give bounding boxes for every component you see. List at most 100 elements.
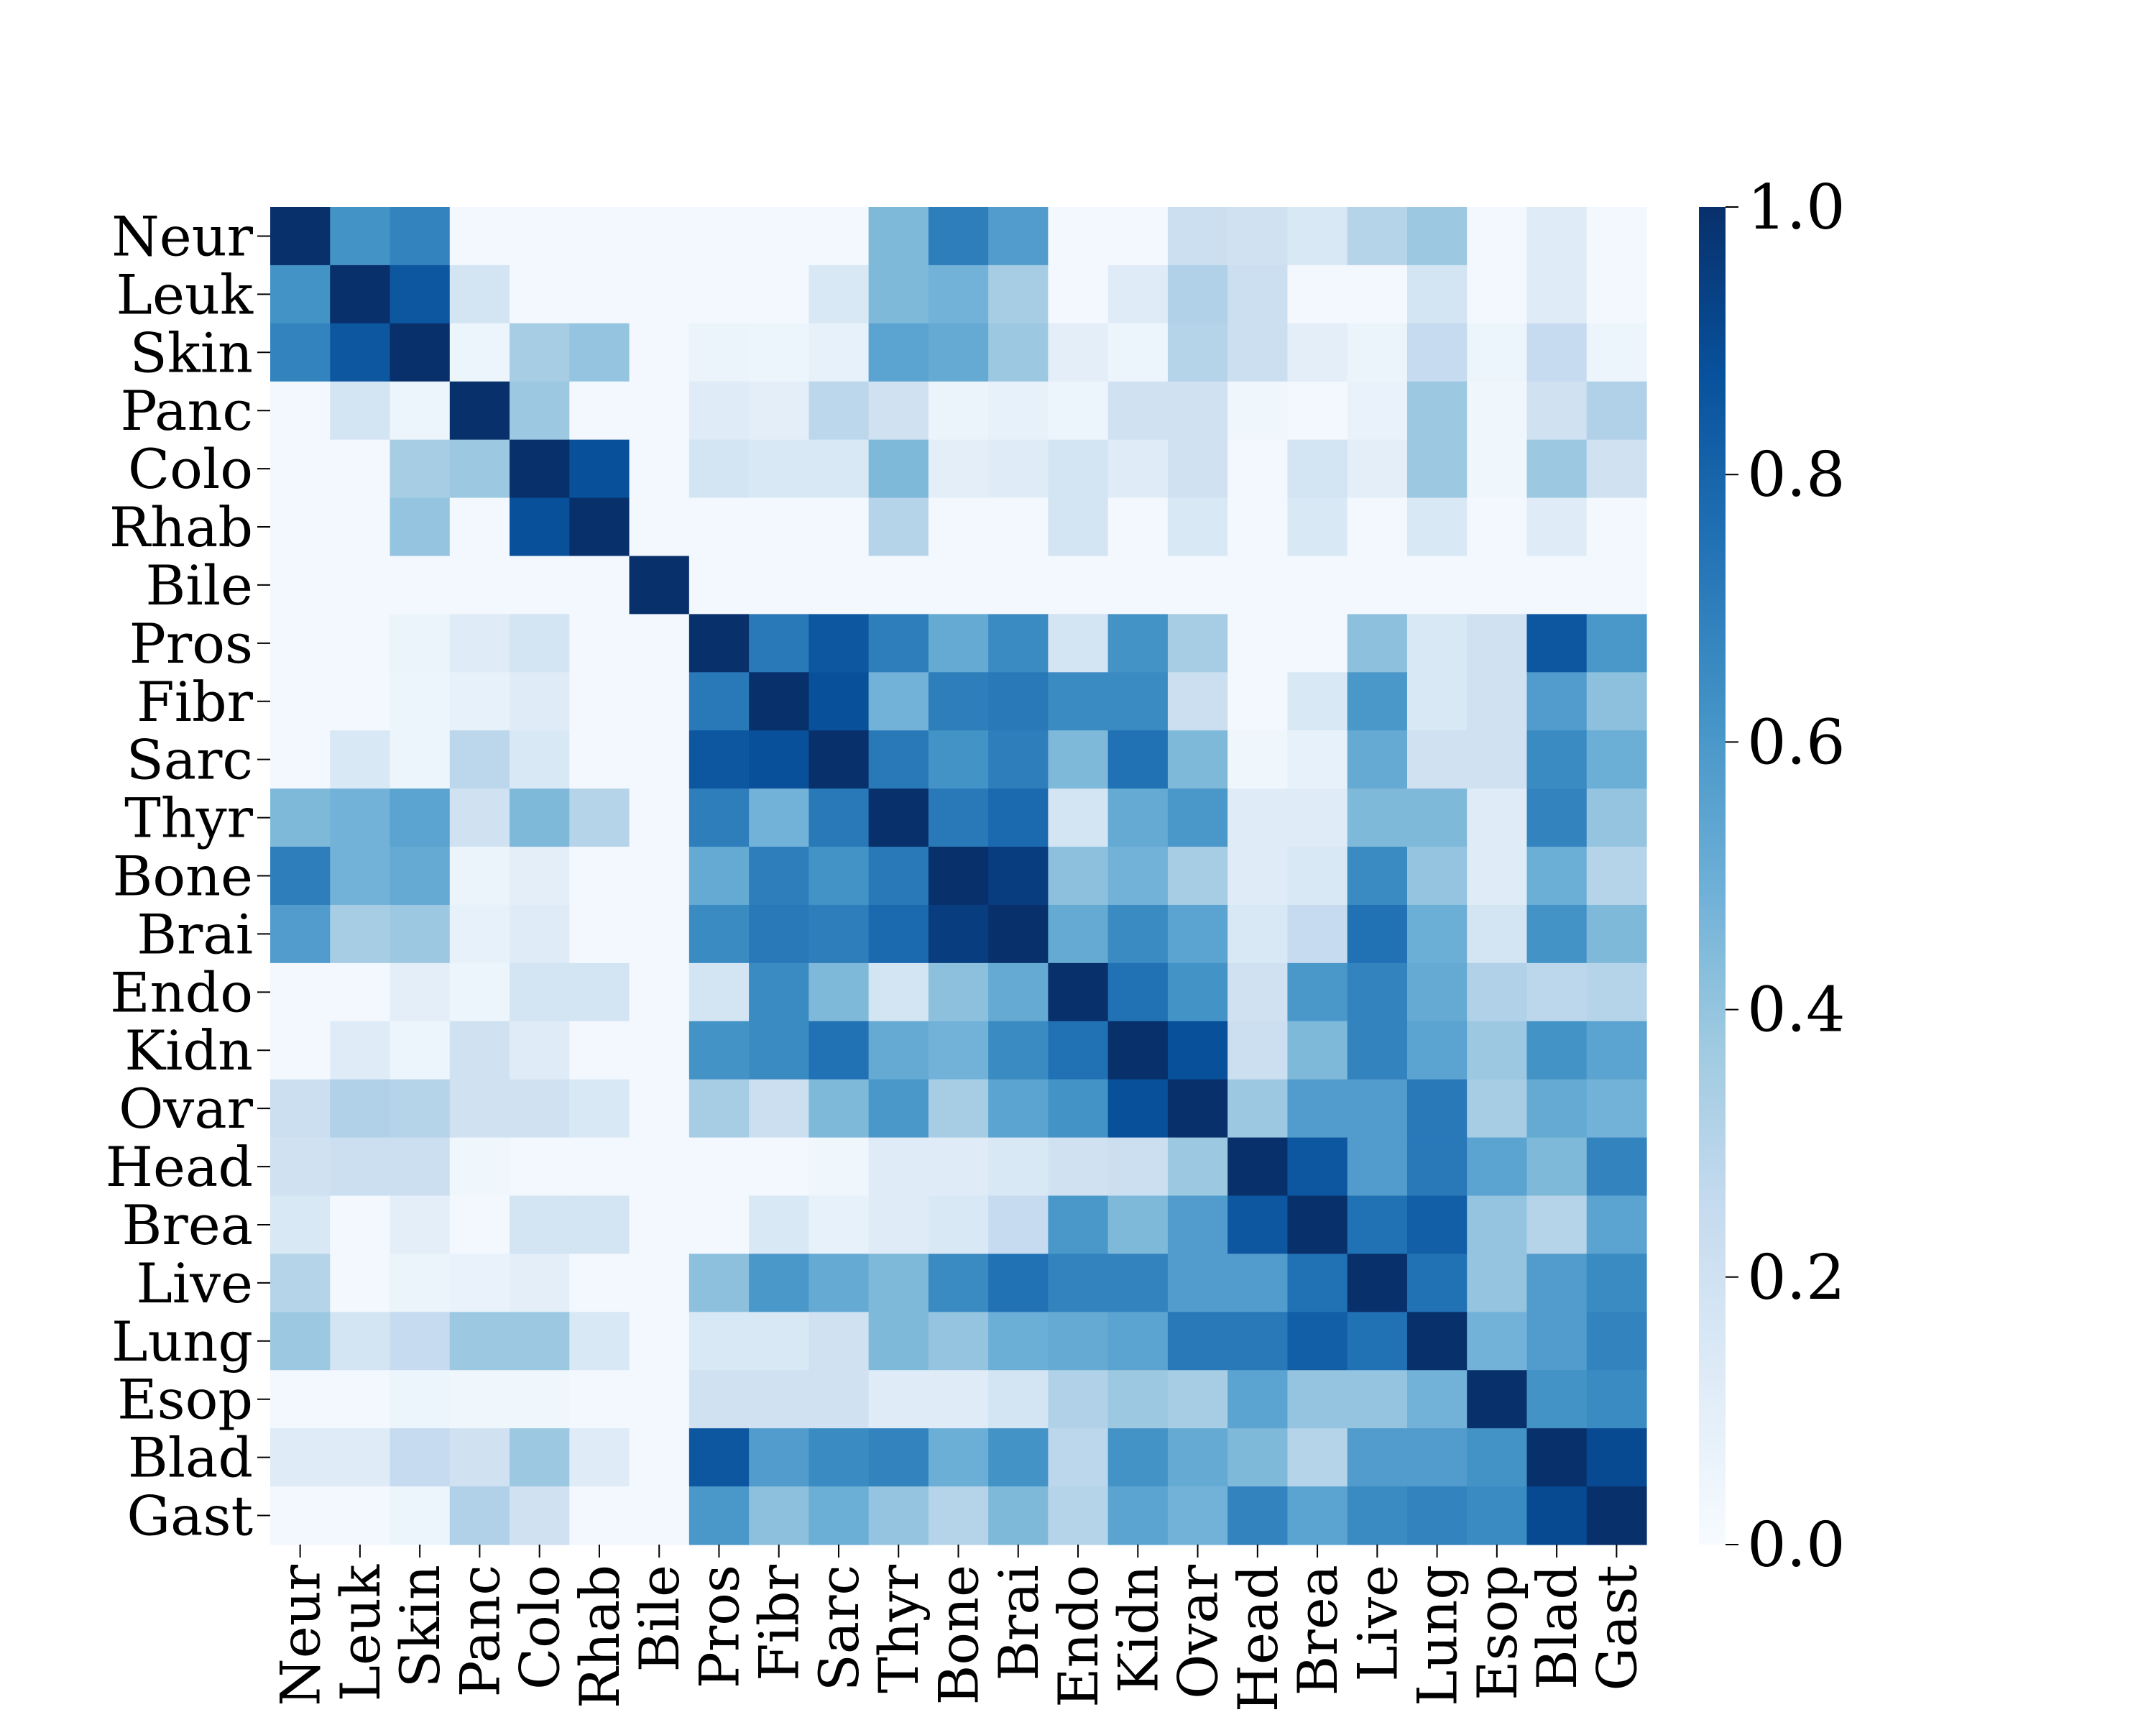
heatmap-cell-head-kidn [1107, 1137, 1169, 1197]
heatmap-cell-ovar-lung [1406, 1079, 1468, 1138]
heatmap-cell-thyr-fibr [749, 788, 809, 847]
x-tick-label-esop: Esop [1465, 1565, 1529, 1701]
heatmap-cell-live-bile [629, 1254, 690, 1312]
heatmap-cell-pros-bone [928, 614, 989, 673]
heatmap-cell-fibr-ovar [1167, 672, 1228, 731]
heatmap-cell-brai-ovar [1167, 904, 1228, 964]
heatmap-cell-brai-bile [629, 904, 690, 964]
heatmap-cell-neur-bone [928, 207, 989, 266]
heatmap-cell-esop-endo [1048, 1370, 1109, 1429]
heatmap-cell-skin-rhab [569, 323, 630, 382]
heatmap-cell-sarc-panc [449, 730, 510, 789]
colorbar: 0.0 0.2 0.4 0.6 0.8 1.0 [1699, 172, 1846, 1581]
heatmap-cell-bile-esop [1467, 556, 1528, 615]
heatmap-cell-blad-esop [1467, 1428, 1528, 1487]
heatmap-cell-brai-lung [1406, 904, 1468, 964]
colorbar-tick-label: 0.8 [1747, 439, 1846, 511]
x-tick-label-neur: Neur [269, 1564, 333, 1706]
heatmap-cell-panc-blad [1526, 381, 1588, 441]
heatmap-cell-ovar-brea [1287, 1079, 1348, 1138]
heatmap-cell-neur-lung [1406, 207, 1468, 266]
heatmap-cell-pros-esop [1467, 614, 1528, 673]
heatmap-cell-rhab-leuk [330, 497, 391, 557]
heatmap-cell-bone-ovar [1167, 847, 1228, 906]
heatmap-cell-neur-neur [270, 207, 331, 266]
heatmap-cell-fibr-sarc [808, 672, 870, 731]
heatmap-cell-bone-live [1347, 847, 1408, 906]
y-tick-label-kidn: Kidn [124, 1018, 253, 1082]
heatmap-cell-skin-bone [928, 323, 989, 382]
y-tick-label-thyr: Thyr [124, 786, 254, 850]
heatmap-cell-kidn-blad [1526, 1021, 1588, 1080]
heatmap-cell-skin-lung [1406, 323, 1468, 382]
heatmap-cell-gast-head [1227, 1486, 1289, 1545]
heatmap-cell-lung-panc [449, 1312, 510, 1371]
heatmap-cell-fibr-brea [1287, 672, 1348, 731]
heatmap-cell-sarc-head [1227, 730, 1289, 789]
x-tick-label-blad: Blad [1525, 1565, 1589, 1690]
heatmap-cell-thyr-thyr [868, 788, 929, 847]
heatmap-cell-pros-thyr [868, 614, 929, 673]
heatmap-cell-endo-sarc [808, 962, 870, 1022]
heatmap-cell-fibr-bile [629, 672, 690, 731]
heatmap-cell-fibr-leuk [330, 672, 391, 731]
heatmap-cell-bone-bone [928, 847, 989, 906]
x-tick-label-endo: Endo [1046, 1565, 1110, 1708]
heatmap-cell-esop-rhab [569, 1370, 630, 1429]
heatmap-cell-ovar-fibr [749, 1079, 809, 1138]
heatmap-cell-kidn-colo [510, 1021, 570, 1080]
heatmap-cell-sarc-rhab [569, 730, 630, 789]
y-tick-label-rhab: Rhab [109, 495, 253, 559]
heatmap-cell-esop-ovar [1167, 1370, 1228, 1429]
heatmap-cell-panc-rhab [569, 381, 630, 441]
heatmap-cell-fibr-endo [1048, 672, 1109, 731]
heatmap-cell-head-bone [928, 1137, 989, 1197]
heatmap-cell-bone-head [1227, 847, 1289, 906]
heatmap-cell-blad-brai [988, 1428, 1049, 1487]
heatmap-cell-skin-brai [988, 323, 1049, 382]
heatmap-cell-esop-pros [688, 1370, 750, 1429]
heatmap-cell-ovar-neur [270, 1079, 331, 1138]
heatmap-cell-thyr-pros [688, 788, 750, 847]
heatmap-cell-leuk-lung [1406, 264, 1468, 324]
y-tick-label-panc: Panc [120, 379, 253, 443]
x-tick-label-panc: Panc [448, 1565, 512, 1698]
heatmap-cell-bone-blad [1526, 847, 1588, 906]
heatmap-cell-thyr-neur [270, 788, 331, 847]
heatmap-cell-kidn-skin [390, 1021, 451, 1080]
heatmap-cell-blad-lung [1406, 1428, 1468, 1487]
heatmap-cell-blad-colo [510, 1428, 570, 1487]
heatmap-cell-sarc-neur [270, 730, 331, 789]
heatmap-cell-fibr-panc [449, 672, 510, 731]
heatmap-cell-endo-lung [1406, 962, 1468, 1022]
heatmap-cell-live-neur [270, 1254, 331, 1312]
y-tick-label-neur: Neur [111, 204, 253, 268]
heatmap-cell-esop-bone [928, 1370, 989, 1429]
heatmap-cell-neur-esop [1467, 207, 1528, 266]
heatmap-cell-gast-sarc [808, 1486, 870, 1545]
heatmap-cell-brea-lung [1406, 1195, 1468, 1255]
heatmap-cell-live-brea [1287, 1254, 1348, 1312]
heatmap-cell-brea-neur [270, 1195, 331, 1255]
x-tick-label-fibr: Fibr [747, 1564, 811, 1681]
heatmap-cell-ovar-head [1227, 1079, 1289, 1138]
heatmap-cell-brai-pros [688, 904, 750, 964]
heatmap-cell-sarc-esop [1467, 730, 1528, 789]
heatmap-cell-blad-gast [1586, 1428, 1647, 1487]
heatmap-cell-brai-neur [270, 904, 331, 964]
x-tick-label-leuk: Leuk [328, 1564, 392, 1701]
heatmap-cell-skin-blad [1526, 323, 1588, 382]
heatmap-cell-head-lung [1406, 1137, 1468, 1197]
heatmap-cell-brai-fibr [749, 904, 809, 964]
heatmap-cell-colo-gast [1586, 439, 1647, 499]
heatmap-cell-endo-thyr [868, 962, 929, 1022]
heatmap-cell-blad-ovar [1167, 1428, 1228, 1487]
heatmap-cell-pros-leuk [330, 614, 391, 673]
heatmap-cell-fibr-live [1347, 672, 1408, 731]
heatmap-cell-ovar-pros [688, 1079, 750, 1138]
heatmap-cell-rhab-bile [629, 497, 690, 557]
heatmap-cell-blad-leuk [330, 1428, 391, 1487]
x-tick-label-lung: Lung [1406, 1565, 1470, 1706]
heatmap-cell-neur-leuk [330, 207, 391, 266]
heatmap-cell-blad-blad [1526, 1428, 1588, 1487]
